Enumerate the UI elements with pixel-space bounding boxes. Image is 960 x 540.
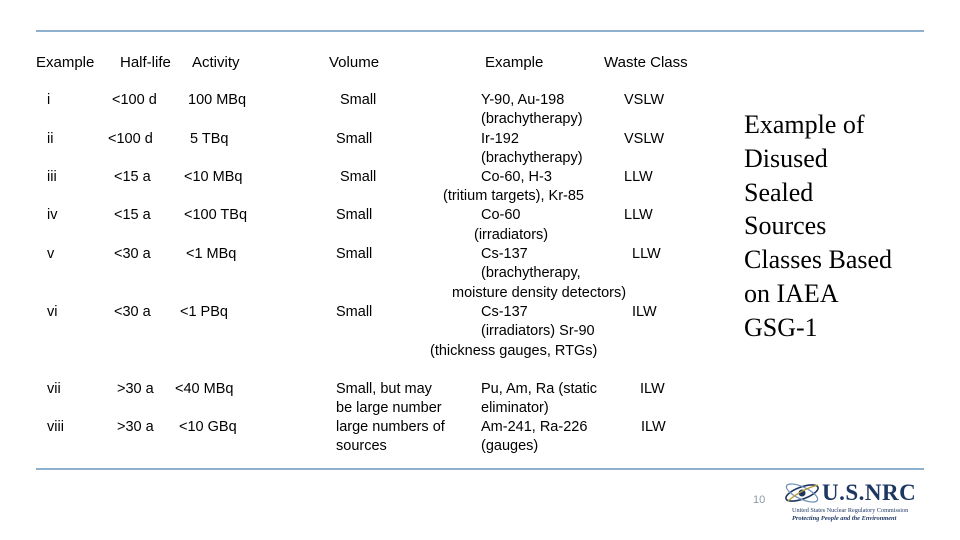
activity-cell: <1 PBq bbox=[180, 304, 228, 320]
volume-cell: sources bbox=[336, 438, 387, 454]
example-line: (irradiators) Sr-90 bbox=[481, 323, 595, 339]
volume-cell: Small bbox=[336, 304, 373, 320]
halflife-cell: <15 a bbox=[114, 169, 151, 185]
volume-cell: be large number bbox=[336, 400, 442, 416]
halflife-cell: >30 a bbox=[117, 419, 154, 435]
header-halflife: Half-life bbox=[120, 54, 171, 71]
example-line: Co-60, H-3 bbox=[481, 169, 552, 185]
example-line: (thickness gauges, RTGs) bbox=[430, 343, 598, 359]
volume-cell: Small bbox=[336, 207, 373, 223]
example-line: Y-90, Au-198 bbox=[481, 92, 565, 108]
example-line: (brachytherapy, bbox=[481, 265, 581, 281]
volume-cell: Small bbox=[336, 131, 373, 147]
volume-cell: Small bbox=[340, 92, 377, 108]
activity-cell: <1 MBq bbox=[186, 246, 237, 262]
title-line: Sealed bbox=[744, 177, 814, 207]
page-number: 10 bbox=[753, 494, 766, 506]
bottom-rule bbox=[36, 468, 924, 470]
class-cell: i bbox=[47, 92, 51, 108]
activity-cell: <10 MBq bbox=[184, 169, 243, 185]
waste-class-cell: VSLW bbox=[624, 92, 665, 108]
activity-cell: 5 TBq bbox=[190, 131, 229, 147]
halflife-cell: <30 a bbox=[114, 246, 151, 262]
header-example: Example bbox=[36, 54, 95, 71]
halflife-cell: <30 a bbox=[114, 304, 151, 320]
volume-cell: Small bbox=[336, 246, 373, 262]
header-example-sources: Example bbox=[485, 54, 544, 71]
class-cell: viii bbox=[47, 419, 64, 435]
example-line: Pu, Am, Ra (static bbox=[481, 381, 598, 397]
waste-class-cell: VSLW bbox=[624, 131, 665, 147]
halflife-cell: <15 a bbox=[114, 207, 151, 223]
example-line: (brachytherapy) bbox=[481, 150, 583, 166]
activity-cell: 100 MBq bbox=[188, 92, 247, 108]
class-cell: vi bbox=[47, 304, 58, 320]
example-line: (irradiators) bbox=[474, 227, 549, 243]
class-cell: ii bbox=[47, 131, 54, 147]
class-cell: iv bbox=[47, 207, 58, 223]
atom-icon bbox=[785, 483, 819, 503]
class-cell: iii bbox=[47, 169, 57, 185]
example-line: Am-241, Ra-226 bbox=[481, 419, 588, 435]
example-line: (gauges) bbox=[481, 438, 539, 454]
volume-cell: large numbers of bbox=[336, 419, 445, 435]
class-cell: vii bbox=[47, 381, 61, 397]
top-rule bbox=[36, 30, 924, 32]
header-volume: Volume bbox=[329, 54, 380, 71]
header-waste-class: Waste Class bbox=[604, 54, 688, 71]
logo-name: U.S.NRC bbox=[822, 480, 917, 505]
waste-class-cell: LLW bbox=[632, 246, 661, 262]
logo-subtitle: United States Nuclear Regulatory Commiss… bbox=[792, 507, 909, 514]
waste-class-cell: ILW bbox=[641, 419, 666, 435]
title-line: Example of bbox=[744, 110, 865, 139]
class-cell: v bbox=[47, 246, 55, 262]
example-line: (tritium targets), Kr-85 bbox=[443, 188, 584, 204]
waste-class-cell: ILW bbox=[640, 381, 665, 397]
header-activity: Activity bbox=[192, 54, 240, 71]
example-line: Cs-137 bbox=[481, 304, 528, 320]
volume-cell: Small, but may bbox=[336, 381, 432, 397]
nrc-logo: U.S.NRC United States Nuclear Regulatory… bbox=[782, 479, 928, 525]
waste-class-cell: ILW bbox=[632, 304, 657, 320]
example-line: Co-60 bbox=[481, 207, 521, 223]
activity-cell: <40 MBq bbox=[175, 381, 234, 397]
slide-title: Example of Disused Sealed Sources Classe… bbox=[744, 108, 892, 345]
halflife-cell: <100 d bbox=[108, 131, 153, 147]
example-line: eliminator) bbox=[481, 400, 549, 416]
title-line: Disused bbox=[744, 143, 828, 173]
logo-tagline: Protecting People and the Environment bbox=[792, 515, 897, 522]
example-line: (brachytherapy) bbox=[481, 111, 583, 127]
title-line: Sources bbox=[744, 211, 827, 241]
waste-class-cell: LLW bbox=[624, 169, 653, 185]
activity-cell: <10 GBq bbox=[179, 419, 237, 435]
example-line: Ir-192 bbox=[481, 131, 519, 147]
halflife-cell: >30 a bbox=[117, 381, 154, 397]
title-line: Classes Based bbox=[744, 245, 893, 275]
waste-class-cell: LLW bbox=[624, 207, 653, 223]
title-line: GSG-1 bbox=[744, 312, 818, 342]
title-line: on IAEA bbox=[744, 278, 839, 308]
volume-cell: Small bbox=[340, 169, 377, 185]
example-line: moisture density detectors) bbox=[452, 285, 627, 301]
example-line: Cs-137 bbox=[481, 246, 528, 262]
activity-cell: <100 TBq bbox=[184, 207, 248, 223]
halflife-cell: <100 d bbox=[112, 92, 157, 108]
